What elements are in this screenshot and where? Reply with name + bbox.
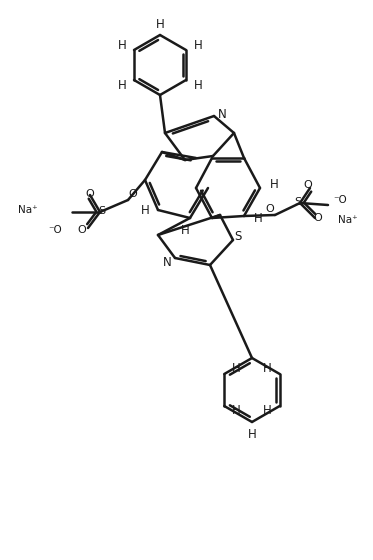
Text: S: S (294, 197, 301, 207)
Text: H: H (232, 404, 241, 418)
Text: N: N (163, 255, 171, 268)
Text: H: H (194, 78, 203, 91)
Text: S: S (98, 206, 106, 216)
Text: O: O (304, 180, 312, 190)
Text: H: H (254, 212, 262, 225)
Text: O: O (78, 225, 87, 235)
Text: ⁻O: ⁻O (48, 225, 62, 235)
Text: N: N (217, 108, 226, 120)
Text: H: H (263, 404, 272, 418)
Text: Na⁺: Na⁺ (18, 205, 38, 215)
Text: H: H (181, 223, 189, 236)
Text: H: H (194, 39, 203, 52)
Text: O: O (266, 204, 275, 214)
Text: H: H (248, 427, 256, 441)
Text: H: H (263, 362, 272, 376)
Text: O: O (129, 189, 137, 199)
Text: H: H (117, 39, 126, 52)
Text: ⁻O: ⁻O (333, 195, 347, 205)
Text: H: H (156, 17, 164, 30)
Text: H: H (232, 362, 241, 376)
Text: H: H (117, 78, 126, 91)
Text: Na⁺: Na⁺ (338, 215, 358, 225)
Text: H: H (141, 203, 149, 217)
Text: S: S (234, 230, 242, 242)
Text: O: O (86, 189, 94, 199)
Text: O: O (314, 213, 322, 223)
Text: H: H (270, 178, 278, 190)
